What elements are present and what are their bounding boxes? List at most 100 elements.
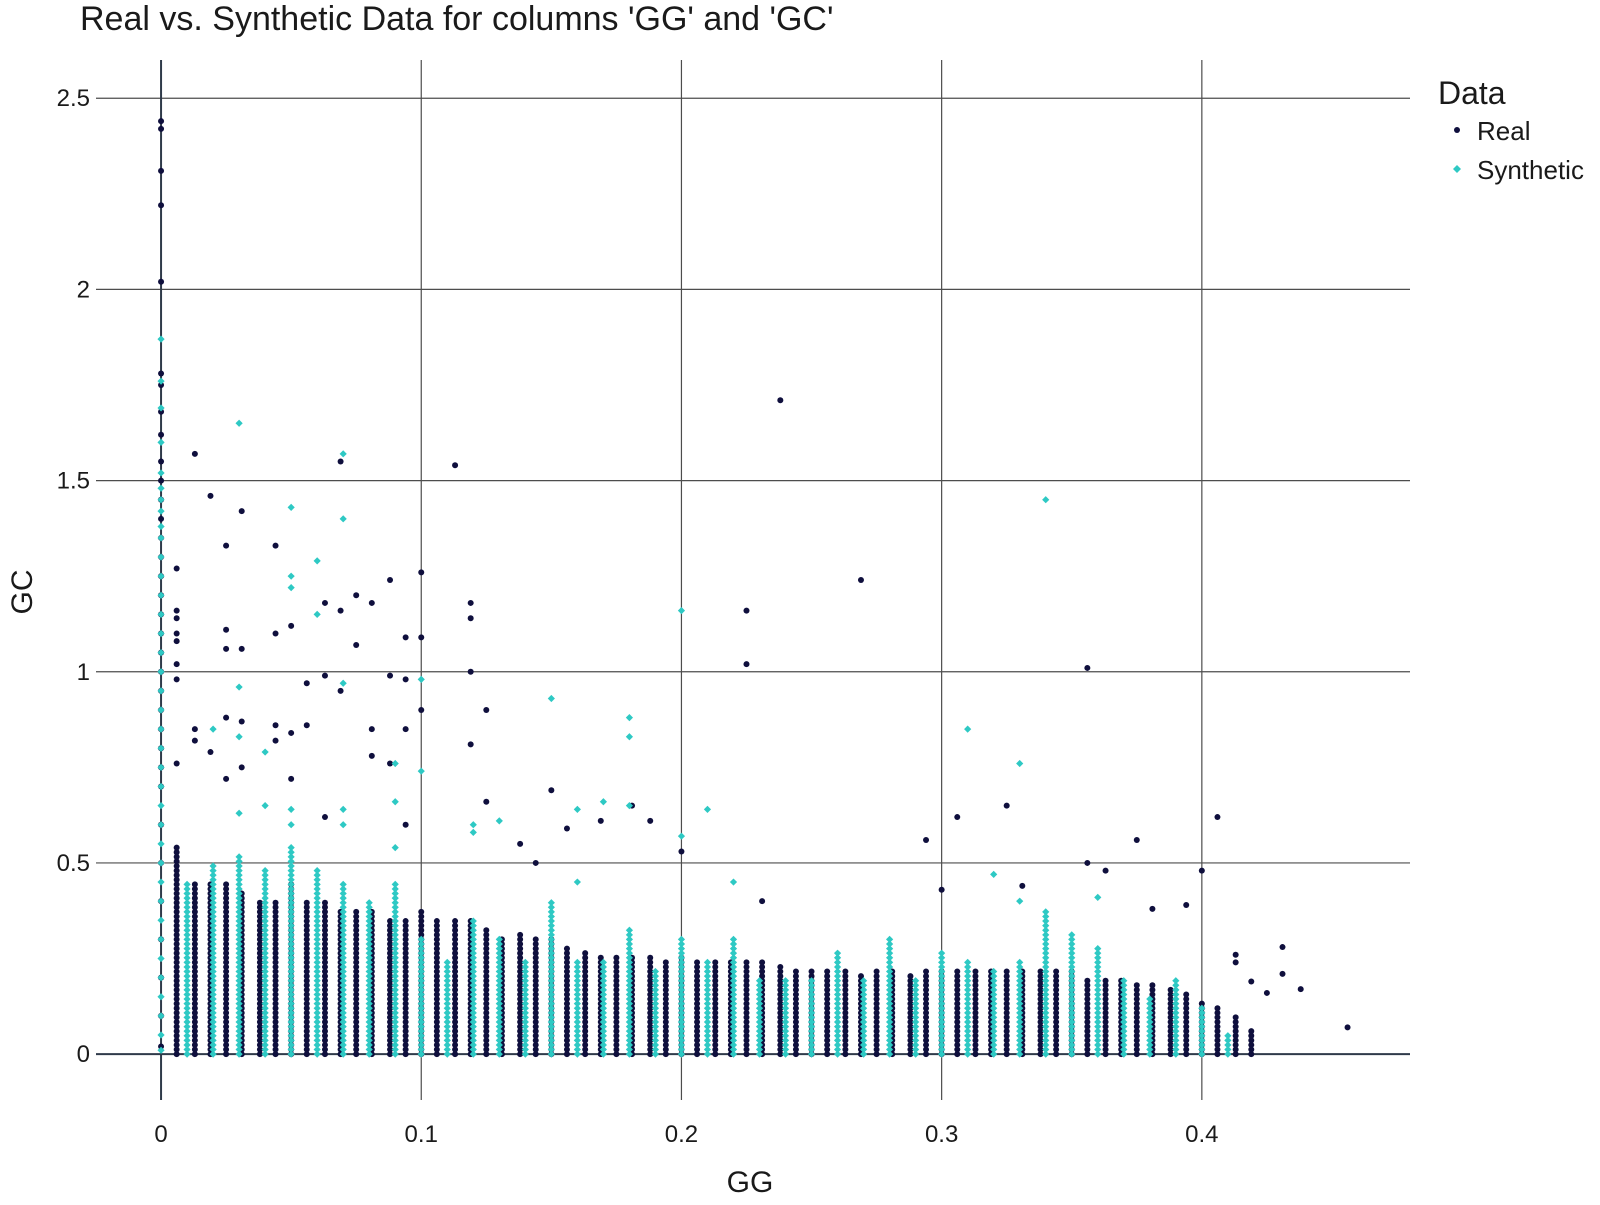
data-point-real — [873, 1028, 880, 1035]
data-point-synthetic — [859, 1050, 868, 1058]
data-point-synthetic — [1068, 977, 1076, 985]
data-point-synthetic — [209, 912, 217, 921]
data-point-real — [303, 1005, 310, 1012]
y-tick-label: 1.5 — [57, 468, 90, 495]
data-point-synthetic — [1172, 1045, 1180, 1054]
data-point-real — [1183, 996, 1190, 1003]
data-point-real — [907, 977, 914, 984]
data-point-real — [452, 950, 459, 957]
data-point-synthetic — [365, 926, 373, 934]
data-point-synthetic — [287, 954, 295, 962]
data-point-synthetic — [365, 917, 373, 925]
data-point-synthetic — [287, 844, 295, 852]
data-point-real — [256, 1014, 263, 1021]
data-point-real — [191, 918, 198, 925]
data-point-real — [191, 941, 198, 947]
data-point-synthetic — [313, 1000, 321, 1008]
data-point-real — [563, 982, 570, 989]
data-point-synthetic — [912, 1027, 920, 1035]
data-point-real — [662, 1019, 669, 1025]
data-point-synthetic — [495, 944, 503, 953]
data-point-synthetic — [469, 828, 477, 836]
data-point-real — [923, 1019, 930, 1025]
data-point-synthetic — [651, 977, 660, 985]
data-point-real — [1053, 968, 1060, 975]
data-point-real — [873, 1009, 880, 1016]
data-point-synthetic — [1146, 1004, 1154, 1012]
data-point-synthetic — [339, 995, 347, 1003]
data-point-real — [303, 950, 310, 957]
data-point-synthetic — [339, 1027, 347, 1035]
data-point-real — [402, 922, 409, 929]
data-point-synthetic — [313, 958, 321, 966]
data-point-synthetic — [261, 866, 269, 875]
data-point-real — [483, 936, 490, 943]
data-point-real — [368, 599, 375, 606]
data-point-real — [452, 945, 459, 952]
legend-title: Data — [1438, 75, 1506, 111]
data-point-real — [694, 1028, 701, 1035]
data-point-synthetic — [1094, 1018, 1102, 1026]
data-point-synthetic — [833, 995, 842, 1003]
legend-item-real[interactable]: Real — [1454, 116, 1530, 146]
data-point-real — [712, 991, 719, 998]
data-point-real — [387, 973, 394, 980]
data-point-synthetic — [938, 1013, 946, 1022]
data-point-synthetic — [729, 1009, 738, 1017]
data-point-synthetic — [391, 977, 399, 985]
data-point-real — [1084, 664, 1091, 671]
data-point-synthetic — [755, 986, 764, 994]
data-point-real — [191, 726, 198, 733]
data-point-synthetic — [339, 1032, 347, 1040]
data-point-synthetic — [547, 1004, 555, 1012]
legend[interactable]: Data Real Synthetic — [1438, 75, 1584, 185]
legend-item-synthetic[interactable]: Synthetic — [1453, 155, 1584, 185]
data-point-synthetic — [651, 1022, 660, 1031]
data-point-real — [532, 1037, 539, 1044]
data-point-synthetic — [1094, 949, 1102, 957]
data-point-synthetic — [807, 1004, 816, 1012]
data-point-real — [923, 991, 930, 998]
data-point-real — [1248, 1041, 1255, 1048]
data-point-real — [613, 1009, 620, 1016]
data-point-synthetic — [703, 1022, 712, 1031]
data-point-real — [712, 1032, 719, 1039]
data-point-synthetic — [157, 840, 165, 848]
data-point-synthetic — [209, 967, 217, 976]
data-point-real — [694, 982, 701, 989]
data-point-synthetic — [625, 972, 634, 980]
data-point-synthetic — [339, 1013, 347, 1022]
data-point-real — [613, 982, 620, 989]
data-point-synthetic — [521, 1032, 529, 1040]
data-point-synthetic — [677, 1009, 686, 1017]
data-point-synthetic — [235, 995, 243, 1003]
data-point-real — [452, 1009, 459, 1016]
data-point-synthetic — [313, 917, 321, 925]
data-point-synthetic — [365, 1000, 373, 1008]
data-point-real — [1102, 1041, 1109, 1048]
data-point-real — [808, 973, 815, 980]
data-point-synthetic — [886, 940, 894, 948]
data-point-real — [1037, 1023, 1044, 1030]
data-point-synthetic — [313, 935, 321, 944]
data-point-real — [972, 996, 979, 1003]
data-point-synthetic — [964, 1027, 972, 1035]
data-point-synthetic — [209, 972, 217, 980]
data-point-real — [402, 950, 409, 957]
data-point-real — [1133, 1023, 1140, 1030]
data-point-synthetic — [990, 1013, 998, 1022]
data-point-synthetic — [365, 963, 373, 971]
data-point-synthetic — [261, 871, 269, 879]
data-point-synthetic — [1172, 990, 1180, 999]
data-point-synthetic — [547, 949, 555, 957]
data-point-synthetic — [495, 995, 503, 1003]
data-point-synthetic — [365, 1032, 373, 1040]
data-point-real — [173, 931, 180, 938]
data-point-synthetic — [1068, 1022, 1076, 1031]
data-point-synthetic — [729, 972, 738, 980]
data-point-real — [387, 986, 394, 993]
data-point-synthetic — [417, 1022, 425, 1031]
data-point-real — [1183, 1000, 1190, 1007]
data-point-real — [223, 1023, 230, 1030]
data-point-synthetic — [1016, 1045, 1024, 1054]
